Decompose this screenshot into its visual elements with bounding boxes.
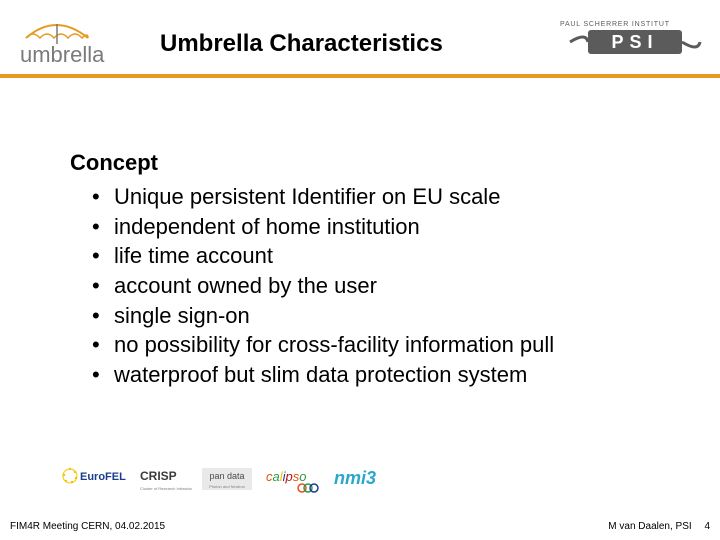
nmi3-text: nmi3: [334, 468, 376, 488]
umbrella-wordmark: umbrella: [20, 42, 105, 67]
list-item: no possibility for cross-facility inform…: [92, 330, 660, 360]
crisp-text: CRISP: [140, 469, 177, 483]
umbrella-canopy-icon: [26, 24, 88, 44]
slide-body: Concept Unique persistent Identifier on …: [70, 150, 660, 390]
accent-divider: [0, 74, 720, 78]
footer-logo-row: EuroFEL CRISP Cluster of Research Infras…: [60, 466, 394, 494]
psi-logo: PAUL SCHERRER INSTITUT PSI: [560, 16, 710, 58]
umbrella-logo: umbrella: [16, 20, 148, 68]
footer-author: M van Daalen, PSI: [608, 521, 691, 532]
slide-title: Umbrella Characteristics: [160, 30, 443, 58]
list-item: account owned by the user: [92, 271, 660, 301]
section-heading: Concept: [70, 150, 660, 176]
list-item: single sign-on: [92, 301, 660, 331]
slide-header: umbrella Umbrella Characteristics PAUL S…: [0, 0, 720, 70]
eurofel-logo: EuroFEL: [60, 466, 130, 494]
psi-logo-caption: PAUL SCHERRER INSTITUT: [560, 21, 670, 28]
list-item: life time account: [92, 241, 660, 271]
nmi3-logo: nmi3: [334, 466, 394, 494]
star-icon: [63, 468, 77, 483]
psi-logo-mark: PSI: [570, 30, 700, 54]
list-item: Unique persistent Identifier on EU scale: [92, 182, 660, 212]
page-number: 4: [704, 521, 710, 532]
calipso-logo: calipso: [266, 466, 324, 494]
pandata-subtext: Photon and Neutron: [209, 484, 245, 489]
crisp-logo: CRISP Cluster of Research Infrastructure…: [140, 466, 192, 494]
calipso-text: calipso: [266, 469, 306, 484]
pandata-text: pan data: [209, 471, 244, 481]
psi-logo-text: PSI: [611, 32, 658, 52]
bullet-list: Unique persistent Identifier on EU scale…: [70, 182, 660, 390]
footer-right: M van Daalen, PSI 4: [608, 521, 710, 532]
crisp-subtext: Cluster of Research Infrastructures: [140, 486, 192, 491]
list-item: independent of home institution: [92, 212, 660, 242]
list-item: waterproof but slim data protection syst…: [92, 360, 660, 390]
eurofel-text: EuroFEL: [80, 471, 126, 483]
pandata-logo: pan data Photon and Neutron: [202, 466, 256, 494]
footer-left: FIM4R Meeting CERN, 04.02.2015: [10, 521, 165, 532]
